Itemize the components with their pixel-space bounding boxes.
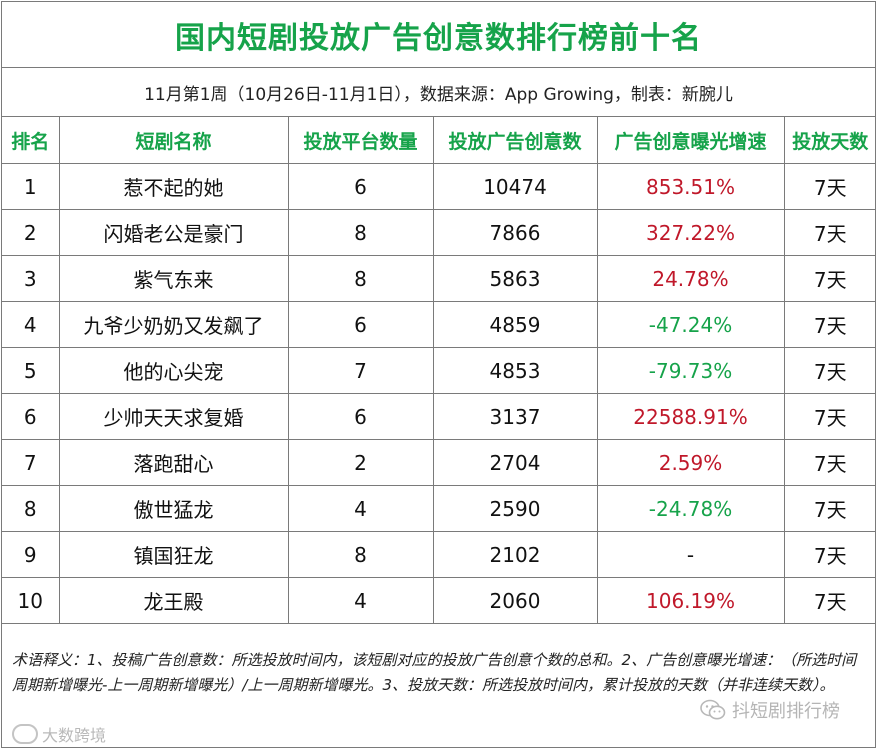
drama-name-cell: 龙王殿 xyxy=(58,577,289,624)
days-cell: 7天 xyxy=(783,347,876,394)
platforms-cell: 8 xyxy=(287,531,434,578)
platforms-cell: 4 xyxy=(287,577,434,624)
days-cell: 7天 xyxy=(783,255,876,302)
table-row: 1 惹不起的她 6 10474 853.51% 7天 xyxy=(2,163,876,210)
drama-name-cell: 惹不起的她 xyxy=(58,163,289,210)
table-row: 7 落跑甜心 2 2704 2.59% 7天 xyxy=(2,439,876,486)
creatives-cell: 4853 xyxy=(432,347,598,394)
rank-cell: 5 xyxy=(2,347,60,394)
watermark-left: 大数跨境 xyxy=(12,722,106,746)
growth-cell: 327.22% xyxy=(596,209,785,256)
platforms-cell: 2 xyxy=(287,439,434,486)
growth-cell: 106.19% xyxy=(596,577,785,624)
creatives-cell: 3137 xyxy=(432,393,598,440)
drama-name-cell: 少帅天天求复婚 xyxy=(58,393,289,440)
rank-cell: 6 xyxy=(2,393,60,440)
column-header-creatives: 投放广告创意数 xyxy=(432,117,598,164)
rank-cell: 4 xyxy=(2,301,60,348)
drama-name-cell: 落跑甜心 xyxy=(58,439,289,486)
table-row: 5 他的心尖宠 7 4853 -79.73% 7天 xyxy=(2,347,876,394)
ranking-table: 排名 短剧名称 投放平台数量 投放广告创意数 广告创意曝光增速 投放天数 1 惹… xyxy=(2,117,876,624)
column-header-days: 投放天数 xyxy=(783,117,876,164)
platforms-cell: 6 xyxy=(287,301,434,348)
growth-cell: -79.73% xyxy=(596,347,785,394)
drama-name-cell: 紫气东来 xyxy=(58,255,289,302)
days-cell: 7天 xyxy=(783,485,876,532)
creatives-cell: 2060 xyxy=(432,577,598,624)
column-header-name: 短剧名称 xyxy=(58,117,289,164)
platforms-cell: 6 xyxy=(287,393,434,440)
growth-cell: 22588.91% xyxy=(596,393,785,440)
creatives-cell: 4859 xyxy=(432,301,598,348)
rank-cell: 7 xyxy=(2,439,60,486)
watermark-right-text: 抖短剧排行榜 xyxy=(732,701,840,722)
table-header-row: 排名 短剧名称 投放平台数量 投放广告创意数 广告创意曝光增速 投放天数 xyxy=(2,117,876,164)
watermark-right: 抖短剧排行榜 xyxy=(700,697,840,723)
table-row: 4 九爷少奶奶又发飙了 6 4859 -47.24% 7天 xyxy=(2,301,876,348)
growth-cell: 24.78% xyxy=(596,255,785,302)
platforms-cell: 8 xyxy=(287,209,434,256)
growth-cell: 2.59% xyxy=(596,439,785,486)
column-header-platforms: 投放平台数量 xyxy=(287,117,434,164)
days-cell: 7天 xyxy=(783,531,876,578)
rank-cell: 10 xyxy=(2,577,60,624)
drama-name-cell: 傲世猛龙 xyxy=(58,485,289,532)
days-cell: 7天 xyxy=(783,577,876,624)
platforms-cell: 6 xyxy=(287,163,434,210)
table-row: 3 紫气东来 8 5863 24.78% 7天 xyxy=(2,255,876,302)
days-cell: 7天 xyxy=(783,301,876,348)
drama-name-cell: 闪婚老公是豪门 xyxy=(58,209,289,256)
wechat-icon xyxy=(700,699,726,720)
subtitle: 11月第1周（10月26日-11月1日），数据来源：App Growing，制表… xyxy=(2,68,875,117)
table-row: 8 傲世猛龙 4 2590 -24.78% 7天 xyxy=(2,485,876,532)
rank-cell: 2 xyxy=(2,209,60,256)
drama-name-cell: 九爷少奶奶又发飙了 xyxy=(58,301,289,348)
rank-cell: 1 xyxy=(2,163,60,210)
days-cell: 7天 xyxy=(783,163,876,210)
creatives-cell: 5863 xyxy=(432,255,598,302)
creatives-cell: 10474 xyxy=(432,163,598,210)
days-cell: 7天 xyxy=(783,209,876,256)
growth-cell: -47.24% xyxy=(596,301,785,348)
column-header-growth: 广告创意曝光增速 xyxy=(596,117,785,164)
cloud-logo-icon xyxy=(12,724,38,744)
table-row: 10 龙王殿 4 2060 106.19% 7天 xyxy=(2,577,876,624)
platforms-cell: 8 xyxy=(287,255,434,302)
table-row: 6 少帅天天求复婚 6 3137 22588.91% 7天 xyxy=(2,393,876,440)
growth-cell: - xyxy=(596,531,785,578)
table-row: 9 镇国狂龙 8 2102 - 7天 xyxy=(2,531,876,578)
creatives-cell: 7866 xyxy=(432,209,598,256)
watermark-left-text: 大数跨境 xyxy=(42,726,107,745)
page-title: 国内短剧投放广告创意数排行榜前十名 xyxy=(2,2,875,68)
rank-cell: 8 xyxy=(2,485,60,532)
drama-name-cell: 他的心尖宠 xyxy=(58,347,289,394)
creatives-cell: 2704 xyxy=(432,439,598,486)
table-row: 2 闪婚老公是豪门 8 7866 327.22% 7天 xyxy=(2,209,876,256)
platforms-cell: 4 xyxy=(287,485,434,532)
growth-cell: -24.78% xyxy=(596,485,785,532)
rank-cell: 3 xyxy=(2,255,60,302)
column-header-rank: 排名 xyxy=(2,117,60,164)
growth-cell: 853.51% xyxy=(596,163,785,210)
creatives-cell: 2102 xyxy=(432,531,598,578)
days-cell: 7天 xyxy=(783,439,876,486)
days-cell: 7天 xyxy=(783,393,876,440)
rank-cell: 9 xyxy=(2,531,60,578)
drama-name-cell: 镇国狂龙 xyxy=(58,531,289,578)
term-definitions: 术语释义：1、投稿广告创意数：所选投放时间内，该短剧对应的投放广告创意个数的总和… xyxy=(12,651,857,694)
creatives-cell: 2590 xyxy=(432,485,598,532)
platforms-cell: 7 xyxy=(287,347,434,394)
